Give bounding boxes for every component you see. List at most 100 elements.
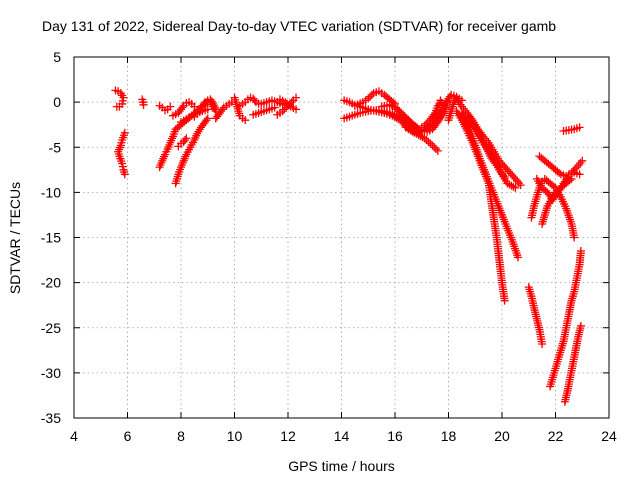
grid — [74, 57, 609, 418]
data-point — [202, 116, 211, 125]
series-arc-30 — [524, 283, 547, 348]
data-point — [211, 105, 220, 114]
data-point — [182, 134, 191, 143]
chart-title: Day 131 of 2022, Sidereal Day-to-day VTE… — [42, 18, 556, 34]
data-point — [120, 170, 129, 179]
x-tick-label: 14 — [334, 428, 350, 444]
x-tick-label: 4 — [70, 428, 78, 444]
data-point — [509, 173, 518, 182]
data-point — [503, 179, 512, 188]
series-arc-35 — [546, 247, 585, 391]
data-point — [574, 160, 583, 169]
y-tick-label: -30 — [41, 365, 61, 381]
series-arc-36 — [560, 321, 585, 406]
data-point — [400, 112, 409, 121]
series-arc-4 — [155, 101, 175, 115]
data-point — [576, 158, 585, 167]
data-point — [433, 146, 442, 155]
data-point — [197, 105, 206, 114]
data-point — [514, 253, 523, 262]
series-arc-7 — [168, 98, 199, 120]
data-point — [432, 145, 441, 154]
data-point — [418, 133, 427, 142]
data-point — [139, 98, 148, 107]
series-arc-8 — [174, 134, 191, 151]
data-point — [203, 105, 212, 114]
x-tick-label: 18 — [441, 428, 457, 444]
series-arc-31 — [527, 174, 579, 242]
data-point — [576, 321, 585, 330]
x-tick-label: 22 — [548, 428, 564, 444]
data-point — [567, 174, 576, 183]
x-tick-label: 6 — [124, 428, 132, 444]
data-point — [569, 166, 578, 175]
series-arc-33 — [535, 152, 587, 181]
data-point — [565, 176, 574, 185]
data-point — [428, 141, 437, 150]
data-point — [190, 102, 199, 111]
series-arc-3 — [138, 95, 148, 109]
data-point — [538, 339, 547, 348]
series-arc-13 — [235, 93, 263, 110]
data-point — [516, 181, 525, 190]
data-point — [575, 170, 584, 179]
data-point — [509, 182, 518, 191]
series-arc-37 — [559, 123, 584, 136]
data-point — [280, 105, 289, 114]
data-point — [570, 233, 579, 242]
data-point — [406, 117, 415, 126]
data-point — [388, 109, 397, 118]
y-tick-label: -10 — [41, 184, 61, 200]
data-point — [402, 114, 411, 123]
data-point — [420, 134, 429, 143]
data-point — [422, 136, 431, 145]
data-point — [278, 107, 287, 116]
series-arc-17 — [275, 95, 301, 114]
series-arc-6 — [171, 114, 212, 188]
data-point — [181, 136, 190, 145]
data-point — [514, 179, 523, 188]
axes: 4 6 8 10 12 14 16 18 20 22 24 5 0 -5 -10 -15 -20 -25 -30 -3… — [41, 49, 617, 444]
series-arc-14 — [249, 103, 279, 119]
data-point — [241, 116, 250, 125]
data-point — [178, 103, 187, 112]
series-arc-34 — [538, 174, 576, 228]
data-point — [407, 119, 416, 128]
data-point — [571, 164, 580, 173]
y-tick-label: -35 — [41, 410, 61, 426]
series-arc-29 — [465, 117, 520, 192]
x-tick-label: 10 — [227, 428, 243, 444]
y-tick-label: 0 — [53, 94, 61, 110]
data-point — [112, 102, 121, 111]
series-arc-2 — [114, 128, 129, 179]
data-point — [397, 108, 406, 117]
data-point — [366, 92, 375, 101]
data-point — [392, 112, 401, 121]
data-point — [395, 107, 404, 116]
data-point — [166, 102, 175, 111]
data-point — [292, 93, 301, 102]
data-point — [284, 101, 293, 110]
data-point — [364, 94, 373, 103]
data-point — [404, 116, 413, 125]
data-point — [575, 123, 584, 132]
data-point — [203, 114, 212, 123]
series-arc-1 — [111, 86, 128, 111]
data-point — [426, 139, 435, 148]
data-point — [432, 114, 441, 123]
plot-frame — [73, 56, 610, 419]
y-axis-label: SDTVAR / TECUs — [7, 182, 23, 294]
series-arc-10 — [190, 95, 220, 121]
data-point — [576, 247, 585, 256]
data-point — [399, 110, 408, 119]
data-point — [292, 105, 301, 114]
data-point — [445, 92, 454, 101]
x-tick-label: 8 — [177, 428, 185, 444]
y-tick-label: -25 — [41, 320, 61, 336]
data-point — [511, 183, 520, 192]
data-point — [505, 180, 514, 189]
data-point — [250, 96, 259, 105]
series-arc-12 — [230, 93, 250, 125]
data-point — [416, 131, 425, 140]
